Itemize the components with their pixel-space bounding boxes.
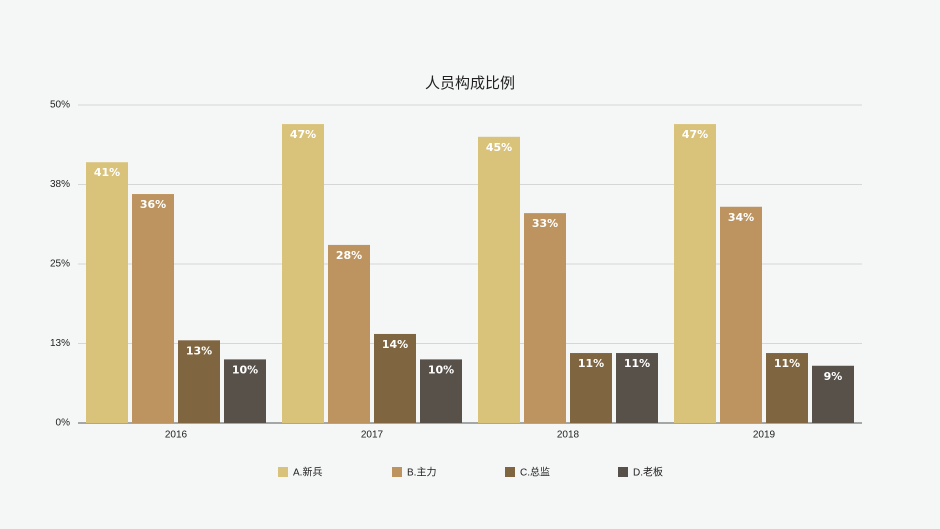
bar bbox=[616, 353, 658, 423]
y-tick-label: 13% bbox=[50, 338, 70, 349]
data-label: 11% bbox=[578, 357, 604, 370]
bar bbox=[766, 353, 808, 423]
data-label: 14% bbox=[382, 338, 408, 351]
legend-swatch bbox=[278, 467, 288, 477]
legend-swatch bbox=[505, 467, 515, 477]
bar bbox=[178, 340, 220, 423]
data-label: 41% bbox=[94, 166, 120, 179]
y-tick-label: 50% bbox=[50, 100, 70, 111]
bar bbox=[282, 124, 324, 423]
data-label: 11% bbox=[624, 357, 650, 370]
bar bbox=[720, 206, 762, 423]
x-tick-label: 2018 bbox=[557, 430, 580, 441]
data-label: 9% bbox=[824, 370, 843, 383]
y-tick-label: 25% bbox=[50, 259, 70, 270]
data-label: 45% bbox=[486, 141, 512, 154]
bar bbox=[374, 333, 416, 423]
legend-swatch bbox=[618, 467, 628, 477]
data-label: 11% bbox=[774, 357, 800, 370]
chart-title: 人员构成比例 bbox=[425, 75, 515, 92]
x-tick-label: 2017 bbox=[361, 430, 384, 441]
bar bbox=[224, 359, 266, 423]
bar bbox=[86, 162, 128, 424]
bar bbox=[420, 359, 462, 423]
x-tick-label: 2019 bbox=[753, 430, 776, 441]
bar bbox=[524, 213, 566, 423]
y-tick-label: 38% bbox=[50, 179, 70, 190]
legend-label: A.新兵 bbox=[293, 466, 322, 479]
data-label: 10% bbox=[428, 363, 454, 376]
y-tick-label: 0% bbox=[56, 418, 71, 429]
bar bbox=[674, 124, 716, 423]
bar bbox=[132, 194, 174, 423]
bar bbox=[570, 353, 612, 423]
data-label: 10% bbox=[232, 363, 258, 376]
legend-label: D.老板 bbox=[633, 466, 663, 479]
data-label: 47% bbox=[290, 128, 316, 141]
bar bbox=[812, 365, 854, 423]
legend-swatch bbox=[392, 467, 402, 477]
bar bbox=[478, 136, 520, 424]
bar bbox=[328, 244, 370, 423]
legend-label: B.主力 bbox=[407, 466, 436, 479]
data-label: 34% bbox=[728, 211, 754, 224]
data-label: 36% bbox=[140, 198, 166, 211]
data-label: 28% bbox=[336, 249, 362, 262]
data-label: 33% bbox=[532, 217, 558, 230]
data-label: 13% bbox=[186, 344, 212, 357]
x-tick-label: 2016 bbox=[165, 430, 188, 441]
data-label: 47% bbox=[682, 128, 708, 141]
legend-label: C.总监 bbox=[520, 466, 550, 479]
